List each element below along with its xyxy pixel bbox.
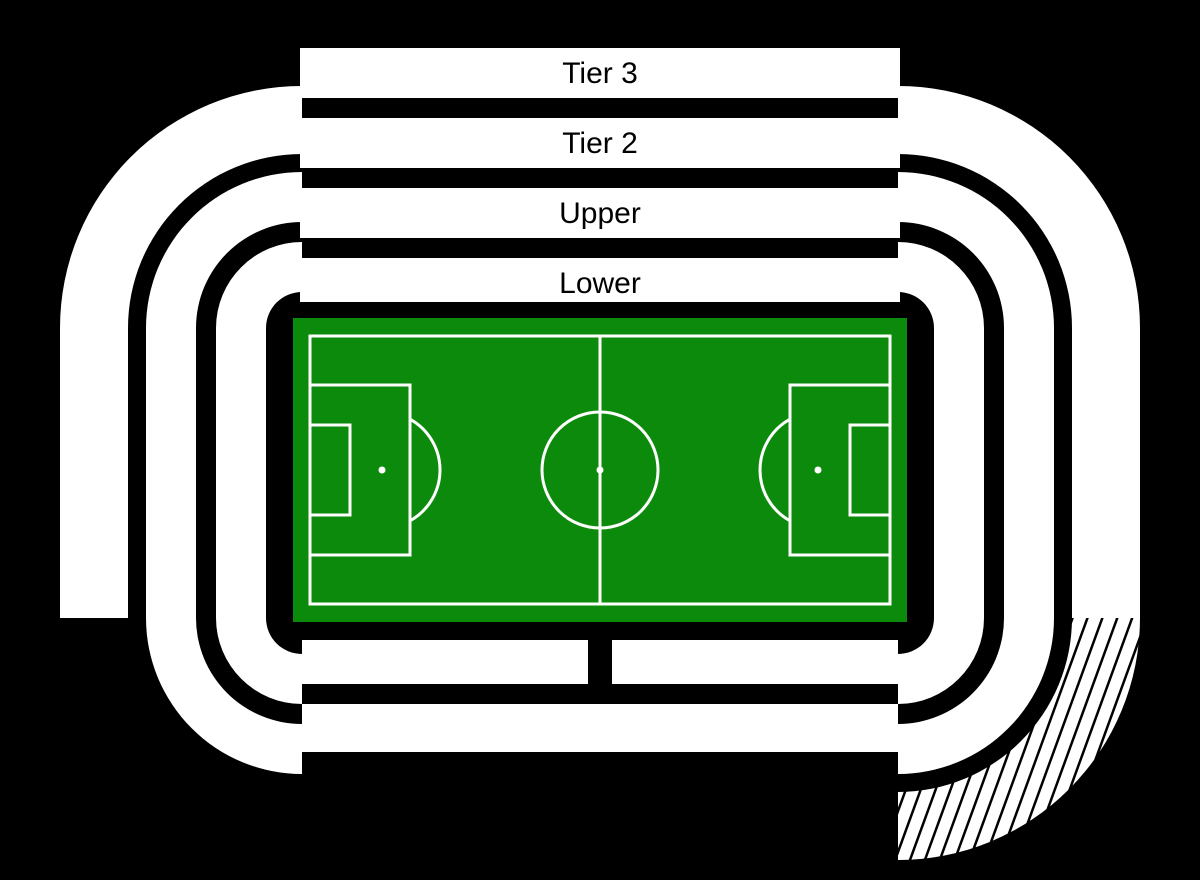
side-left-0 xyxy=(60,328,128,618)
top-tier-label-3: Lower xyxy=(559,267,641,300)
side-right-1 xyxy=(1004,328,1054,618)
side-right-2 xyxy=(1072,328,1140,618)
top-tier-label-2: Upper xyxy=(559,197,641,230)
side-left-2 xyxy=(216,328,266,618)
bottom-tier-2 xyxy=(302,704,898,752)
side-left-1 xyxy=(146,328,196,618)
stadium-diagram: Tier 3 Tier 2 Upper Lower xyxy=(0,0,1200,880)
top-tier-label-1: Tier 2 xyxy=(562,127,638,160)
bottom-tier-1 xyxy=(612,640,898,684)
bottom-tier-0 xyxy=(302,640,588,684)
top-tier-label-0: Tier 3 xyxy=(562,57,638,90)
side-right-0 xyxy=(934,328,984,618)
